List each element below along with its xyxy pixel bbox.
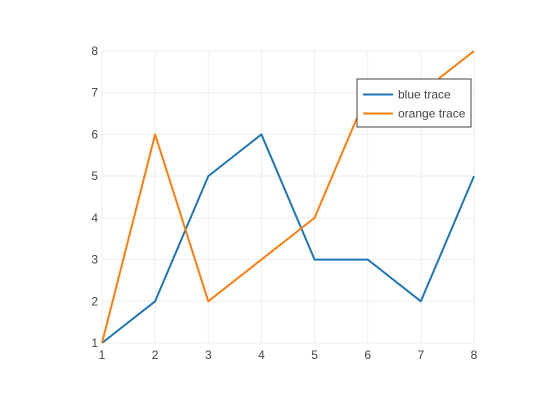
y-tick-label: 3 — [91, 253, 98, 267]
x-tick-label: 3 — [205, 348, 212, 362]
y-tick-label: 5 — [91, 169, 98, 183]
x-axis-ticks: 1 2 3 4 5 6 7 8 — [99, 348, 478, 362]
x-tick-label: 7 — [418, 348, 425, 362]
x-tick-label: 4 — [258, 348, 265, 362]
y-tick-label: 7 — [91, 86, 98, 100]
y-axis-ticks: 1 2 3 4 5 6 7 8 — [91, 44, 98, 350]
x-tick-label: 8 — [471, 348, 478, 362]
x-tick-label: 6 — [364, 348, 371, 362]
x-tick-label: 5 — [311, 348, 318, 362]
y-tick-label: 1 — [91, 336, 98, 350]
x-tick-label: 2 — [152, 348, 159, 362]
legend-label-blue-trace: blue trace — [398, 88, 451, 102]
legend[interactable]: blue trace orange trace — [357, 79, 471, 127]
y-tick-label: 8 — [91, 44, 98, 58]
legend-label-orange-trace: orange trace — [398, 107, 466, 121]
y-tick-label: 4 — [91, 211, 98, 225]
y-tick-label: 6 — [91, 127, 98, 141]
y-tick-label: 2 — [91, 294, 98, 308]
x-tick-label: 1 — [99, 348, 106, 362]
